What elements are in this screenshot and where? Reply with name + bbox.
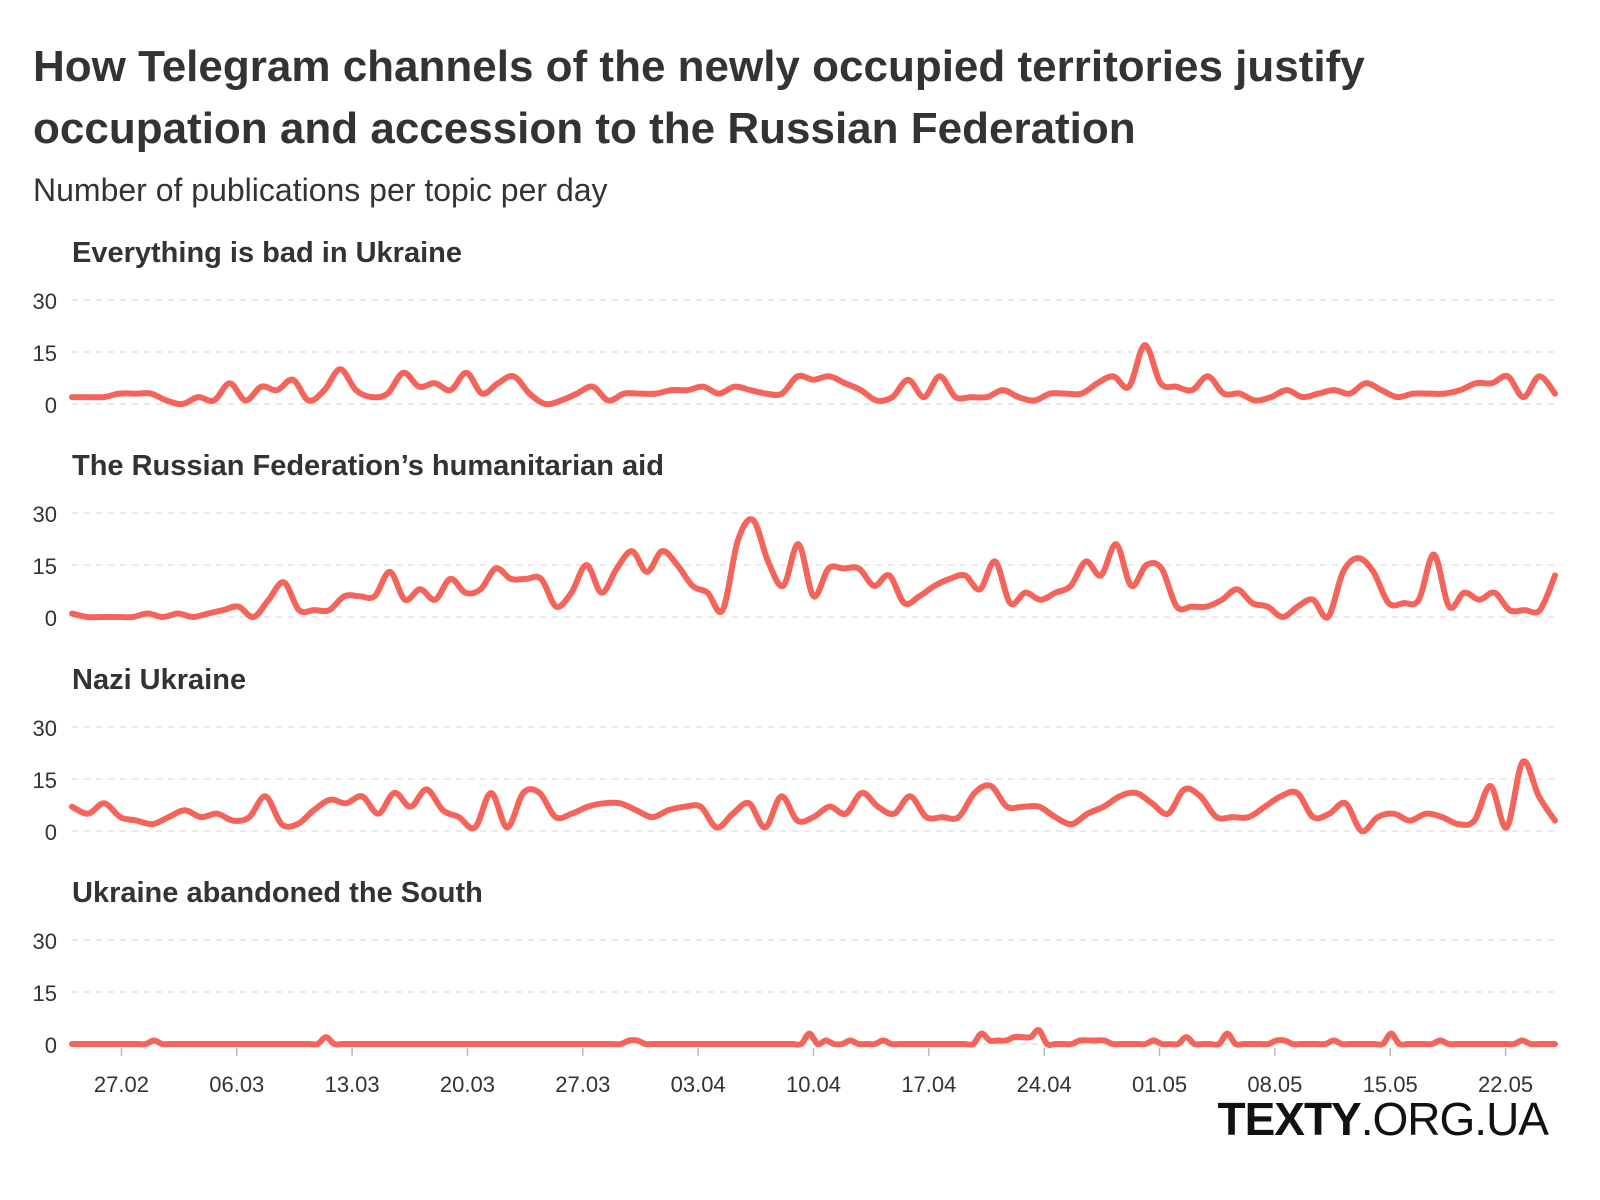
y-tick-label: 15 — [33, 341, 57, 366]
x-tick-label: 24.04 — [1017, 1072, 1072, 1097]
series-line — [69, 758, 1558, 835]
texty-logo: TEXTY.ORG.UA — [1217, 1093, 1550, 1145]
chart-subtitle: Number of publications per topic per day — [33, 172, 608, 208]
logo-domain: .ORG.UA — [1360, 1093, 1549, 1145]
x-tick-label: 17.04 — [901, 1072, 956, 1097]
x-tick-label: 01.05 — [1132, 1072, 1187, 1097]
series-line — [69, 1027, 1558, 1049]
chart-title: How Telegram channels of the newly occup… — [33, 42, 1365, 153]
panel-title: Everything is bad in Ukraine — [72, 237, 462, 269]
x-tick-label: 20.03 — [440, 1072, 495, 1097]
y-tick-label: 30 — [33, 289, 57, 314]
series-line — [69, 516, 1558, 621]
y-tick-label: 30 — [33, 929, 57, 954]
panel-title: Ukraine abandoned the South — [72, 877, 483, 909]
y-tick-label: 0 — [45, 393, 57, 418]
y-tick-label: 0 — [45, 820, 57, 845]
x-tick-label: 27.02 — [94, 1072, 149, 1097]
y-tick-label: 0 — [45, 606, 57, 631]
y-tick-label: 15 — [33, 768, 57, 793]
x-tick-label: 10.04 — [786, 1072, 841, 1097]
x-tick-label: 22.05 — [1478, 1072, 1533, 1097]
x-tick-label: 27.03 — [555, 1072, 610, 1097]
x-tick-label: 08.05 — [1247, 1072, 1302, 1097]
panel-title: The Russian Federation’s humanitarian ai… — [72, 450, 664, 482]
y-tick-label: 30 — [33, 716, 57, 741]
y-tick-label: 0 — [45, 1033, 57, 1058]
series-line — [69, 342, 1558, 408]
x-tick-label: 15.05 — [1363, 1072, 1418, 1097]
x-tick-label: 03.04 — [671, 1072, 726, 1097]
panel-title: Nazi Ukraine — [72, 664, 246, 696]
logo-texty: TEXTY — [1217, 1093, 1362, 1145]
y-tick-label: 15 — [33, 554, 57, 579]
x-tick-label: 06.03 — [209, 1072, 264, 1097]
x-tick-label: 13.03 — [325, 1072, 380, 1097]
y-tick-label: 30 — [33, 502, 57, 527]
y-tick-label: 15 — [33, 981, 57, 1006]
